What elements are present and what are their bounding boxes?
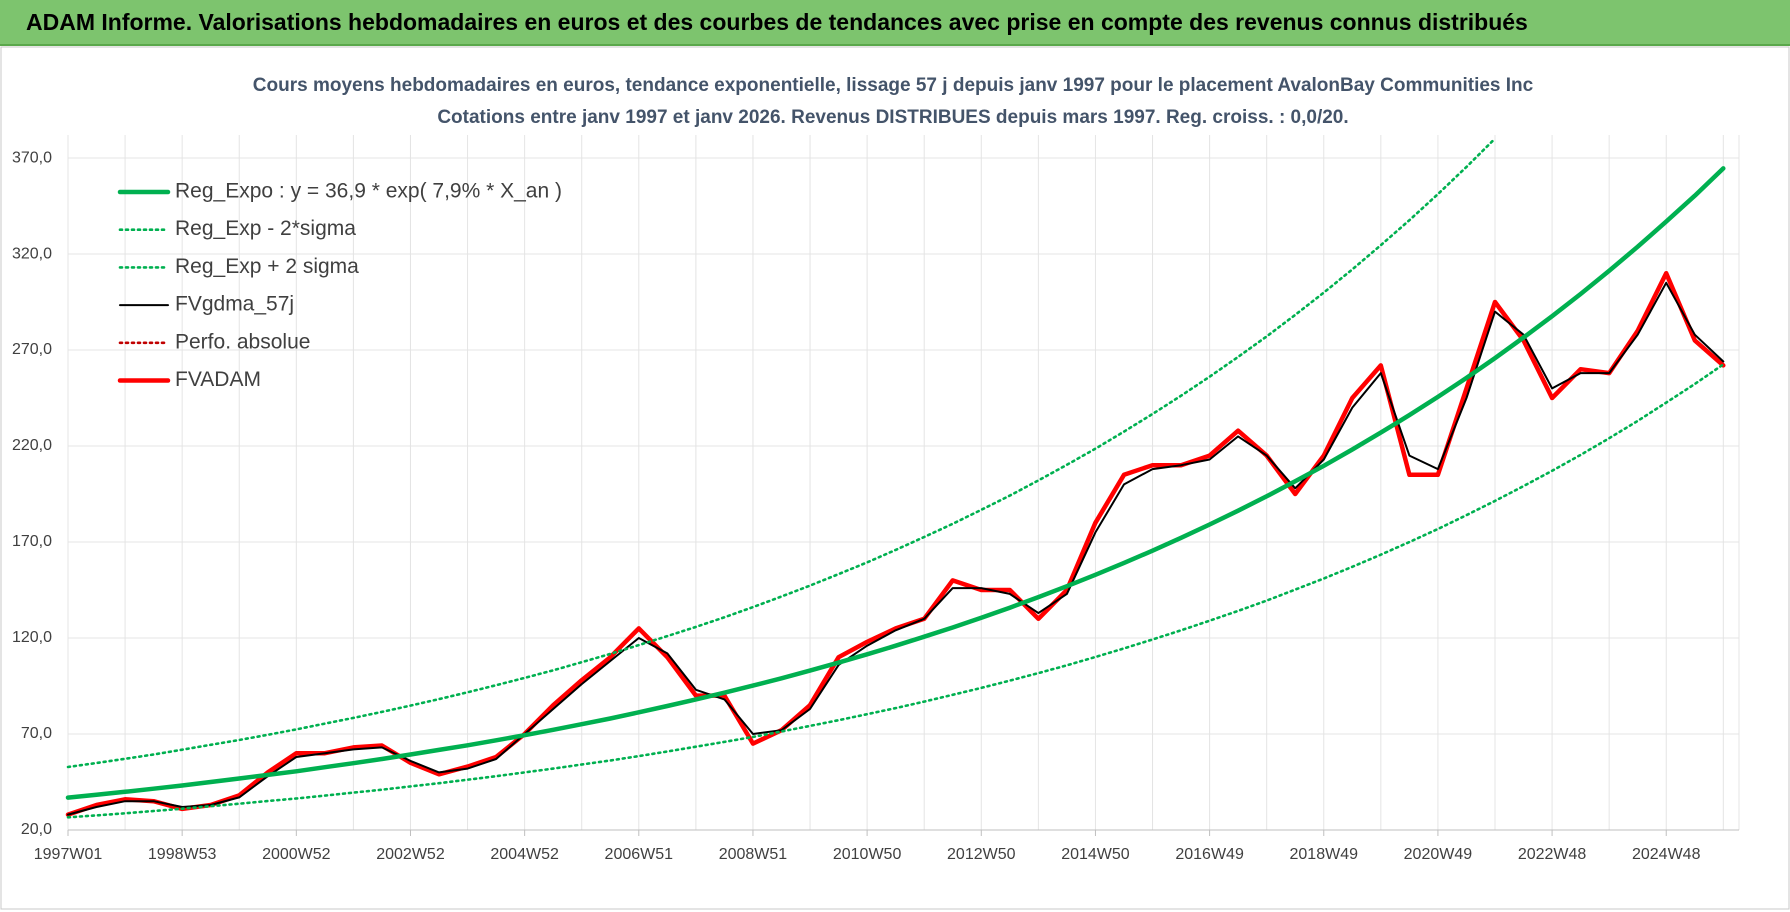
chart-subtitle: Cotations entre janv 1997 et janv 2026. … [437, 107, 1348, 128]
plot-area [65, 137, 1726, 819]
x-tick-label: 2012W50 [947, 846, 1016, 863]
x-tick-label: 2020W49 [1404, 846, 1473, 863]
series-line [67, 281, 1725, 816]
legend-label: Reg_Exp - 2*sigma [175, 217, 356, 240]
x-tick-label: 2010W50 [833, 846, 902, 863]
y-tick-label: 120,0 [12, 629, 52, 646]
series-line [66, 363, 1725, 819]
x-tick-label: 1998W53 [148, 846, 217, 863]
x-tick-label: 2006W51 [605, 846, 674, 863]
chart-border [0, 46, 1790, 910]
y-tick-label: 270,0 [12, 341, 52, 358]
series-line [66, 137, 1497, 769]
y-tick-label: 20,0 [21, 821, 52, 838]
x-tick-label: 2004W52 [490, 846, 559, 863]
x-tick-label: 1997W01 [34, 846, 103, 863]
x-tick-label: 2016W49 [1175, 846, 1244, 863]
x-tick-label: 2002W52 [376, 846, 445, 863]
x-tick-label: 2024W48 [1632, 846, 1701, 863]
legend-label: Perfo. absolue [175, 330, 310, 353]
chart: Cours moyens hebdomadaires en euros, ten… [0, 46, 1790, 910]
series-line [65, 270, 1726, 817]
x-tick-label: 2008W51 [719, 846, 788, 863]
legend-label: Reg_Expo : y = 36,9 * exp( 7,9% * X_an ) [175, 180, 562, 203]
legend-label: Reg_Exp + 2 sigma [175, 255, 359, 278]
x-tick-label: 2014W50 [1061, 846, 1130, 863]
x-tick-label: 2018W49 [1290, 846, 1359, 863]
y-tick-label: 220,0 [12, 437, 52, 454]
y-tick-label: 320,0 [12, 245, 52, 262]
y-tick-label: 70,0 [21, 725, 52, 742]
legend-label: FVADAM [175, 368, 261, 391]
header: ADAM Informe. Valorisations hebdomadaire… [0, 0, 1790, 46]
x-tick-label: 2022W48 [1518, 846, 1587, 863]
y-tick-label: 370,0 [12, 149, 52, 166]
chart-title: Cours moyens hebdomadaires en euros, ten… [253, 75, 1534, 96]
y-tick-label: 170,0 [12, 533, 52, 550]
x-tick-label: 2000W52 [262, 846, 331, 863]
legend-label: FVgdma_57j [175, 293, 294, 316]
series-line [65, 166, 1726, 800]
header-title: ADAM Informe. Valorisations hebdomadaire… [26, 9, 1528, 35]
